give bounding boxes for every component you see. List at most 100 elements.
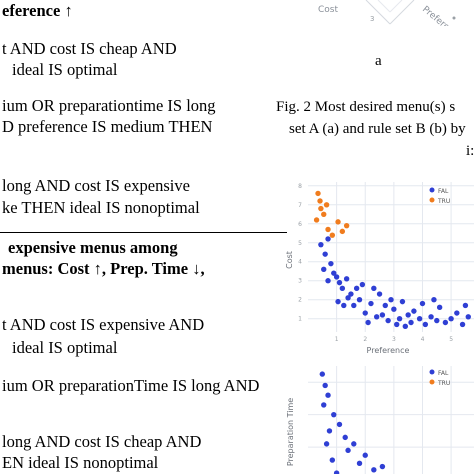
scatter-point-fal [322, 251, 328, 257]
scatter-point-fal [333, 274, 340, 280]
scatter-point-fal [328, 260, 334, 267]
scatter-point-fal [339, 285, 346, 292]
scatter-point-fal [329, 457, 336, 463]
scatter-point-fal [341, 302, 347, 309]
subfigure-label-a: a [375, 53, 382, 69]
top-plot-fragment: Cost 3 Preference [318, 0, 458, 26]
scatter-point-fal [442, 319, 449, 326]
scatter-point-fal [428, 314, 434, 320]
scatter-point-fal [331, 270, 337, 276]
top-plot-tick-3: 3 [370, 15, 374, 23]
scatter-point-fal [416, 316, 423, 322]
scatter-1-legend: FAL TRU [429, 187, 450, 205]
x-tick-label: 5 [449, 336, 453, 343]
x-tick-label: 4 [421, 336, 425, 343]
scatter-point-fal [342, 434, 348, 441]
scatter-point-fal [399, 298, 406, 305]
top-plot-marker [452, 16, 456, 20]
scatter-point-tru [335, 219, 341, 225]
legend-fal-marker [429, 369, 435, 375]
caption-line-2: set A (a) and rule set B (b) by [289, 121, 466, 137]
scatter-point-fal [422, 321, 429, 328]
scatter-point-fal [436, 304, 443, 311]
y-tick-label: 6 [298, 221, 302, 228]
scatter-point-fal [462, 302, 469, 309]
scatter-point-tru [318, 205, 324, 212]
scatter-point-fal [343, 276, 350, 282]
scatter-point-fal [376, 291, 383, 297]
text-line-11: ideal IS optimal [12, 338, 118, 357]
legend-fal-label: FAL [438, 188, 449, 195]
scatter-point-tru [323, 202, 330, 208]
scatter-point-fal [331, 411, 337, 418]
scatter-point-tru [313, 217, 320, 223]
scatter-point-fal [459, 321, 466, 328]
y-tick-label: 3 [298, 278, 302, 285]
y-tick-label: 1 [298, 316, 302, 323]
y-tick-label: 8 [298, 183, 302, 190]
text-line-1: eference ↑ [2, 1, 73, 20]
scatter-point-fal [371, 467, 377, 473]
scatter-point-fal [326, 428, 333, 434]
y-tick-label: 7 [298, 202, 302, 209]
scatter-point-fal [318, 241, 324, 248]
text-line-6: long AND cost IS expensive [2, 176, 190, 195]
scatter-point-fal [362, 452, 368, 458]
text-line-4: ium OR preparationtime IS long [2, 96, 216, 115]
scatter-point-fal [454, 310, 460, 316]
scatter-point-tru [317, 198, 323, 204]
legend-tru-marker [429, 197, 435, 203]
scatter-point-fal [345, 447, 351, 454]
scatter-point-fal [365, 319, 371, 326]
scatter-point-fal [333, 470, 340, 474]
scatter-point-tru [315, 190, 321, 197]
caption-line-3: i: [466, 143, 474, 159]
scatter-point-fal [373, 314, 380, 320]
scatter-plot-preparation-time: Preparation Time FAL TRU [286, 366, 474, 474]
scatter-point-fal [382, 302, 388, 309]
scatter-point-fal [351, 302, 357, 309]
scatter-point-fal [348, 291, 354, 297]
top-plot-axis-preference: Preference [420, 5, 458, 26]
scatter-point-fal [394, 321, 400, 328]
legend-fal-label: FAL [438, 370, 449, 377]
scatter-point-fal [362, 310, 368, 316]
y-tick-label: 4 [298, 259, 302, 266]
legend-tru-marker [429, 379, 435, 385]
scatter-point-fal [335, 298, 341, 305]
scatter-plot-cost-vs-preference: 1 2 3 4 5 6 7 8 1 2 3 4 5 Cost Preference FAL TRU [285, 182, 474, 355]
scatter-point-tru [343, 222, 350, 229]
plot-area-bg [308, 366, 474, 474]
text-line-7: ke THEN ideal IS nonoptimal [2, 198, 200, 217]
scatter-point-fal [325, 236, 331, 242]
text-line-10: t AND cost IS expensive AND [2, 315, 205, 334]
text-line-5: D preference IS medium THEN [2, 117, 213, 136]
scatter-point-fal [345, 295, 351, 301]
scatter-point-fal [336, 279, 343, 286]
scatter-point-fal [359, 281, 366, 288]
x-tick-label: 3 [392, 336, 396, 343]
scatter-point-tru [339, 228, 346, 235]
scatter-point-fal [419, 300, 426, 307]
scatter-point-fal [325, 392, 331, 398]
scatter-point-fal [379, 312, 386, 318]
text-line-2: t AND cost IS cheap AND [2, 39, 177, 58]
scatter-point-fal [411, 308, 417, 314]
scatter-point-fal [402, 323, 409, 330]
plot-area-bg [308, 182, 474, 332]
scatter-point-fal [448, 316, 454, 322]
scatter-point-fal [368, 300, 374, 307]
scatter-point-fal [434, 317, 440, 324]
scatter-point-fal [323, 441, 330, 447]
scatter-point-fal [351, 441, 357, 447]
scatter-point-fal [431, 297, 437, 303]
scatter-point-fal [356, 460, 363, 467]
scatter-point-fal [465, 314, 471, 320]
scatter-2-ylabel: Preparation Time [286, 398, 295, 466]
text-line-13: long AND cost IS cheap AND [2, 432, 202, 451]
text-line-3: ideal IS optimal [12, 60, 118, 79]
scatter-point-fal [325, 278, 331, 284]
scatter-point-tru [325, 226, 331, 233]
table-rule [0, 232, 287, 233]
caption-line-1: Fig. 2 Most desired menu(s) s [276, 99, 456, 115]
